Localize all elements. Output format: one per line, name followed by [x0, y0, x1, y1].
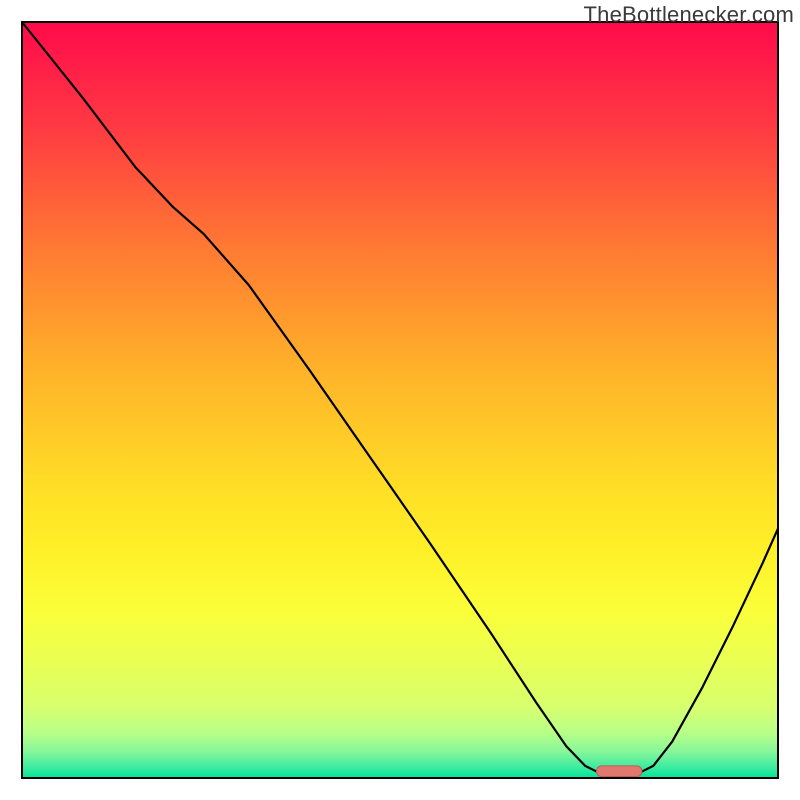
bottleneck-chart: TheBottlenecker.com: [0, 0, 800, 800]
optimal-marker: [597, 766, 642, 777]
chart-svg: [0, 0, 800, 800]
plot-background: [22, 22, 778, 778]
